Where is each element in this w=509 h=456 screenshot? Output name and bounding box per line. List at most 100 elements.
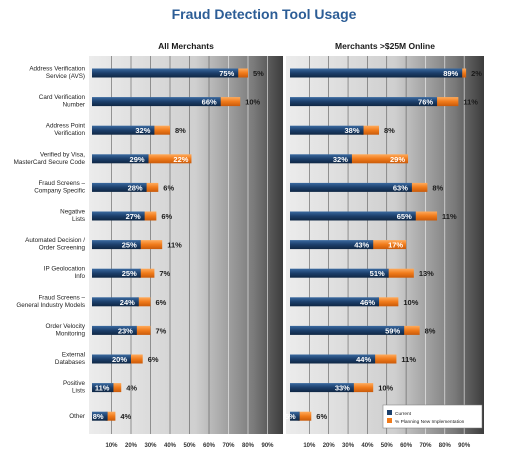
bar-planned [373,354,397,364]
data-label-current: 32% [333,155,348,164]
x-tick-label: 80% [439,443,452,449]
data-label-current: 5% [285,412,296,421]
category-label-line: Databases [55,359,85,366]
category-label: Positive Lists [63,380,86,395]
category-label-line: MasterCard Secure Code [14,159,86,166]
x-tick-label: 20% [125,443,138,449]
data-label-current: 33% [335,384,350,393]
bar-current [92,383,114,393]
data-label-current: 51% [370,269,385,278]
bar-planned [371,240,407,250]
data-label-current: 29% [130,155,145,164]
bar-current [92,68,239,78]
category-label: Order Velocity Monitoring [45,323,85,338]
data-label-planned: 11% [463,98,478,107]
bar-current [290,383,354,393]
bar-planned [138,268,155,278]
bar-current [290,182,412,192]
category-label-line: Automated Decision / [25,237,85,244]
bar-planned [236,68,248,78]
data-label-planned: 6% [316,412,327,421]
legend-swatch-current [387,410,392,415]
x-tick-label: 70% [222,443,235,449]
data-label-planned: 11% [401,355,416,364]
data-label-current: 24% [120,298,135,307]
category-label-line: Fraud Screens – [38,294,85,301]
category-label: Address Verification Service (AVS) [29,66,85,81]
data-label-planned: 6% [163,183,174,192]
data-label-current: 23% [118,326,133,335]
category-label-line: Lists [72,216,85,223]
category-label-line: Card Verification [39,94,86,101]
bar-current [92,297,139,307]
category-label: External Databases [55,352,85,367]
category-label-line: Address Verification [29,66,85,73]
bar-current [290,68,463,78]
bar-planned [361,125,380,135]
data-label-current: 20% [112,355,127,364]
panel-title: Merchants >$25M Online [335,41,435,51]
x-tick-label: 80% [242,443,255,449]
category-label: Fraud Screens – General Industry Models [16,294,85,309]
bar-planned [413,211,438,221]
data-label-current: 25% [122,269,137,278]
bar-planned [136,297,151,307]
bar-current [290,240,374,250]
bar-planned [435,97,459,107]
bar-current [92,354,131,364]
data-label-current: 76% [418,98,433,107]
data-label-current: 75% [219,69,234,78]
category-label-line: Fraud Screens – [38,180,85,187]
category-label: Negative Lists [60,209,85,224]
bar-planned [349,154,409,164]
data-label-current: 27% [126,212,141,221]
data-label-current: 25% [122,241,137,250]
category-label: Fraud Screens – Company Specific [34,180,85,195]
category-label: Address Point Verification [46,123,86,138]
data-label-planned: 8% [175,126,186,135]
category-label: Verified by Visa, MasterCard Secure Code [14,151,86,166]
x-tick-label: 10% [105,443,118,449]
x-tick-label: 20% [323,443,336,449]
bar-current [92,211,145,221]
data-label-current: 65% [397,212,412,221]
x-tick-label: 40% [361,443,374,449]
category-label-line: Verified by Visa, [40,151,85,158]
bar-planned [351,383,374,393]
data-label-planned: 8% [384,126,395,135]
category-label-line: Order Screening [39,245,86,252]
data-label-planned: 7% [159,269,170,278]
legend-box [382,404,483,429]
data-label-planned: 7% [156,326,167,335]
data-label-planned: 22% [173,155,188,164]
bar-current [290,325,405,335]
bar-current [92,125,155,135]
legend-label-current: Current [395,411,412,417]
data-label-current: 46% [360,298,375,307]
x-tick-label: 40% [164,443,177,449]
x-tick-label: 90% [458,443,471,449]
category-label-line: Positive [63,380,86,387]
category-label-line: Company Specific [34,187,85,194]
data-label-current: 59% [385,326,400,335]
bar-current [92,97,221,107]
bar-planned [111,383,122,393]
data-label-planned: 8% [425,326,436,335]
bar-planned [218,97,241,107]
category-label-line: Number [63,102,85,109]
category-label-line: IP Geolocation [44,266,86,273]
data-label-current: 43% [354,241,369,250]
x-tick-label: 30% [342,443,355,449]
category-label-line: Monitoring [56,330,86,337]
data-label-planned: 13% [419,269,434,278]
x-tick-label: 90% [261,443,274,449]
data-label-current: 66% [202,98,217,107]
bar-current [290,154,352,164]
x-tick-label: 50% [183,443,196,449]
category-label-line: Info [74,273,85,280]
x-tick-label: 60% [400,443,413,449]
bar-planned [386,268,414,278]
data-label-current: 32% [135,126,150,135]
bar-current [290,125,364,135]
x-tick-label: 50% [381,443,394,449]
